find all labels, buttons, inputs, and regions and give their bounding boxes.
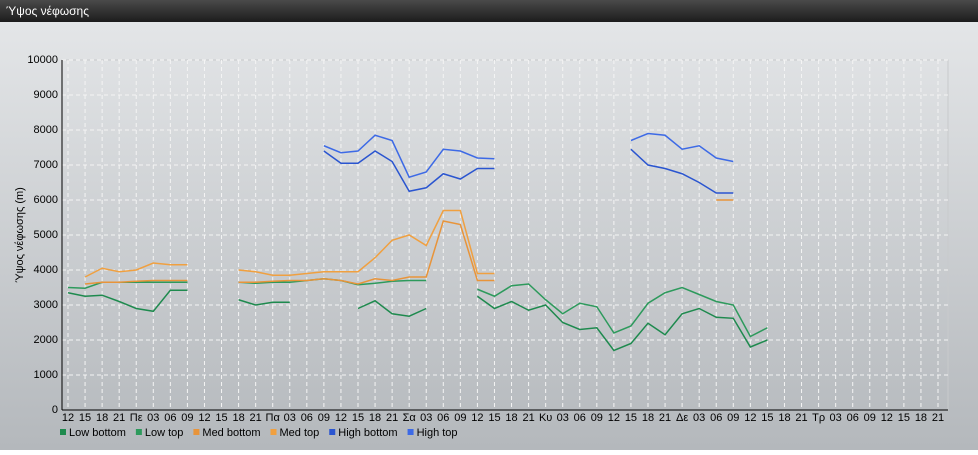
x-tick-label: 12 xyxy=(881,412,893,424)
series-line xyxy=(67,289,768,352)
legend-label: High top xyxy=(417,427,458,439)
x-tick-label: 21 xyxy=(659,412,671,424)
series-line xyxy=(84,209,495,278)
x-tick-label: 18 xyxy=(232,412,244,424)
legend-swatch xyxy=(329,429,336,435)
y-tick-label: 10000 xyxy=(27,54,58,66)
x-tick-label: 03 xyxy=(420,412,432,424)
x-tick-label: 06 xyxy=(710,412,722,424)
x-tick-label: 03 xyxy=(284,412,296,424)
x-tick-label: 03 xyxy=(557,412,569,424)
series-line xyxy=(323,132,734,179)
x-tick-label: 18 xyxy=(369,412,381,424)
x-tick-label: 21 xyxy=(386,412,398,424)
x-tick-label: 18 xyxy=(642,412,654,424)
x-tick-label: 12 xyxy=(471,412,483,424)
legend-swatch xyxy=(60,429,66,435)
x-tick-label: 15 xyxy=(352,412,364,424)
x-tick-label: 18 xyxy=(915,412,927,424)
x-tick-label: 18 xyxy=(505,412,517,424)
legend-swatch xyxy=(407,429,414,435)
series-line xyxy=(84,199,734,285)
x-tick-label: 15 xyxy=(215,412,227,424)
y-tick-label: 4000 xyxy=(34,264,58,276)
legend-label: Med bottom xyxy=(202,427,260,439)
y-tick-label: 3000 xyxy=(34,299,58,311)
x-tick-label: 12 xyxy=(608,412,620,424)
x-tick-label: 12 xyxy=(335,412,347,424)
panel-header xyxy=(0,0,978,22)
legend-label: Low bottom xyxy=(69,427,126,439)
x-tick-label: 15 xyxy=(898,412,910,424)
x-tick-label: 09 xyxy=(864,412,876,424)
x-tick-label: 21 xyxy=(250,412,262,424)
legend-label: High bottom xyxy=(338,427,397,439)
legend-swatch xyxy=(135,429,142,435)
series-line xyxy=(323,148,734,194)
x-tick-label: 03 xyxy=(147,412,159,424)
y-tick-label: 7000 xyxy=(34,159,58,171)
y-tick-label: 8000 xyxy=(34,124,58,136)
x-tick-label: 12 xyxy=(198,412,210,424)
x-tick-label: 21 xyxy=(932,412,944,424)
x-tick-label: Πε xyxy=(130,412,143,424)
x-tick-label: 03 xyxy=(830,412,842,424)
x-tick-label: 06 xyxy=(574,412,586,424)
legend-label: Low top xyxy=(145,427,184,439)
y-axis-label: Ύψος νέφωσης (m) xyxy=(14,187,26,283)
x-tick-label: 09 xyxy=(454,412,466,424)
x-tick-label: Σα xyxy=(403,412,417,424)
x-tick-label: 15 xyxy=(79,412,91,424)
y-tick-label: 2000 xyxy=(34,334,58,346)
x-tick-label: 03 xyxy=(693,412,705,424)
legend-swatch xyxy=(270,429,277,435)
legend-swatch xyxy=(193,429,200,435)
x-tick-label: 09 xyxy=(727,412,739,424)
x-tick-label: 18 xyxy=(96,412,108,424)
y-tick-label: 1000 xyxy=(34,369,58,381)
x-tick-label: 09 xyxy=(591,412,603,424)
y-tick-label: 0 xyxy=(52,404,58,416)
x-tick-label: 21 xyxy=(522,412,534,424)
x-tick-label: 12 xyxy=(744,412,756,424)
x-tick-label: 09 xyxy=(318,412,330,424)
y-tick-label: 5000 xyxy=(34,229,58,241)
x-tick-label: 18 xyxy=(778,412,790,424)
x-tick-label: 06 xyxy=(847,412,859,424)
x-tick-label: Δε xyxy=(676,412,688,424)
x-tick-label: 15 xyxy=(625,412,637,424)
x-tick-label: Πα xyxy=(266,412,281,424)
y-tick-label: 9000 xyxy=(34,89,58,101)
y-tick-label: 6000 xyxy=(34,194,58,206)
x-tick-label: 06 xyxy=(437,412,449,424)
x-tick-label: 09 xyxy=(181,412,193,424)
legend-label: Med top xyxy=(280,427,320,439)
x-tick-label: 06 xyxy=(301,412,313,424)
x-tick-label: 06 xyxy=(164,412,176,424)
x-tick-label: 12 xyxy=(62,412,74,424)
x-tick-label: 21 xyxy=(113,412,125,424)
x-tick-label: Τρ xyxy=(812,412,825,424)
panel-title: Ύψος νέφωσης xyxy=(6,4,89,18)
x-tick-label: 15 xyxy=(488,412,500,424)
x-tick-label: 21 xyxy=(795,412,807,424)
x-tick-label: 15 xyxy=(761,412,773,424)
x-tick-label: Κυ xyxy=(539,412,552,424)
